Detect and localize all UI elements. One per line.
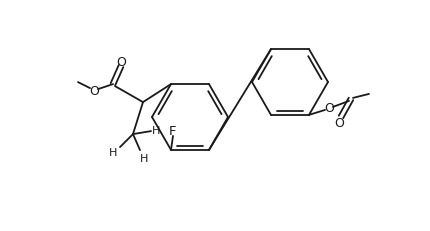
Text: O: O [89, 84, 99, 97]
Text: O: O [324, 102, 334, 115]
Text: H: H [140, 153, 148, 163]
Text: F: F [169, 125, 177, 138]
Text: H: H [152, 125, 160, 136]
Text: H: H [109, 147, 117, 157]
Text: O: O [334, 117, 344, 130]
Text: O: O [116, 55, 126, 68]
